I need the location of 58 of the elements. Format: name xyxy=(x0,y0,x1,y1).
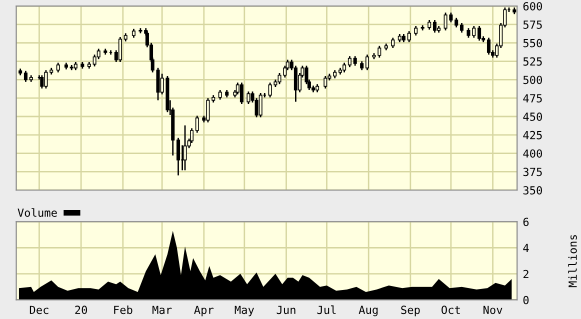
x-tick-label: Apr xyxy=(194,306,214,316)
candlestick xyxy=(240,82,244,105)
candlestick xyxy=(254,97,258,118)
x-tick-label: 20 xyxy=(75,306,88,314)
candlestick xyxy=(40,74,44,90)
x-tick-label: Dec xyxy=(30,306,48,314)
candlestick xyxy=(342,62,346,74)
y-tick-label: 375 xyxy=(523,168,542,176)
candlestick xyxy=(348,55,352,68)
x-tick-label: Aug xyxy=(358,306,378,316)
y-tick-label: 6 xyxy=(523,218,529,226)
candlestick xyxy=(353,55,357,66)
candlestick xyxy=(195,115,199,134)
y-tick-label: 0 xyxy=(523,296,529,304)
y-tick-label: 475 xyxy=(523,94,542,102)
y-tick-label: 525 xyxy=(523,57,542,66)
candlestick xyxy=(190,128,194,144)
candlestick xyxy=(183,124,187,171)
x-tick-label: Jun xyxy=(276,306,296,314)
candlestick xyxy=(218,89,222,100)
y-tick-label: 425 xyxy=(523,130,542,140)
candlestick xyxy=(118,36,122,63)
candlestick xyxy=(44,69,48,90)
y-tick-label: 550 xyxy=(523,38,542,48)
candlestick xyxy=(246,90,250,105)
x-tick-label: Sep xyxy=(401,306,420,316)
y-axis-title: Millions xyxy=(568,235,577,288)
candlestick xyxy=(454,17,458,28)
candlestick xyxy=(460,22,464,34)
x-tick-label: May xyxy=(234,306,254,316)
candlestick xyxy=(206,97,210,124)
y-tick-label: 2 xyxy=(523,270,528,278)
x-tick-label: Oct xyxy=(442,306,460,314)
legend-label: Volume xyxy=(18,208,57,217)
candlestick xyxy=(407,30,411,43)
x-tick-label: Mar xyxy=(152,306,172,314)
candlestick xyxy=(258,92,262,118)
candlestick xyxy=(176,137,180,176)
candlestick xyxy=(428,19,432,30)
candlestick xyxy=(24,70,28,83)
y-tick-label: 350 xyxy=(523,186,542,195)
y-tick-label: 400 xyxy=(523,149,542,158)
x-tick-label: Jul xyxy=(317,305,336,314)
x-tick-label: Feb xyxy=(114,305,132,314)
y-tick-label: 4 xyxy=(523,244,529,252)
candlestick xyxy=(486,37,491,56)
y-tick-label: 575 xyxy=(523,20,542,29)
candlestick xyxy=(56,62,60,74)
candlestick xyxy=(391,37,395,49)
candlestick xyxy=(478,25,482,42)
candlestick xyxy=(414,25,418,36)
y-tick-label: 450 xyxy=(523,112,542,121)
x-tick-label: Nov xyxy=(484,306,502,314)
y-tick-label: 600 xyxy=(523,2,542,10)
candlestick xyxy=(432,19,437,34)
y-tick-label: 500 xyxy=(523,76,542,84)
candlestick xyxy=(324,75,328,90)
candlestick xyxy=(365,54,370,71)
